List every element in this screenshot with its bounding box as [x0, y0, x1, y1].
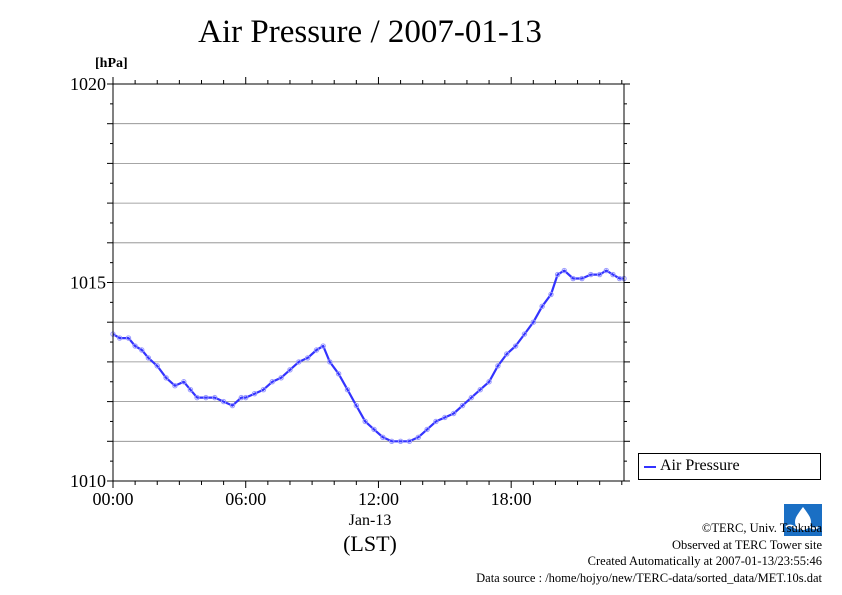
data-point: [468, 394, 475, 401]
y-tick-label: 1020: [70, 74, 106, 94]
data-point: [397, 438, 404, 444]
data-point: [579, 275, 585, 282]
x-tick-label: 06:00: [225, 489, 267, 509]
data-point: [406, 438, 413, 444]
data-point: [278, 375, 284, 381]
series-air-pressure: [110, 267, 627, 444]
data-point: [344, 386, 351, 393]
data-point: [570, 275, 576, 282]
data-point: [327, 359, 333, 365]
data-point: [139, 347, 145, 353]
data-point: [433, 418, 439, 425]
credits: ©TERC, Univ. Tsukuba Observed at TERC To…: [476, 520, 822, 586]
data-point: [424, 426, 430, 433]
x-tick-label: 00:00: [92, 489, 134, 509]
data-point: [125, 335, 132, 341]
credit-source: Data source : /home/hojyo/new/TERC-data/…: [476, 570, 822, 585]
y-tick-label: 1010: [70, 471, 106, 491]
data-point: [187, 386, 194, 393]
data-point: [251, 390, 258, 397]
data-point: [486, 379, 492, 385]
credit-site: Observed at TERC Tower site: [671, 537, 822, 552]
data-point: [530, 319, 537, 325]
y-tick-labels: 1010 1015 1020: [70, 74, 106, 491]
terc-logo-icon: [784, 504, 822, 536]
data-point: [287, 367, 293, 373]
data-point: [362, 418, 368, 425]
data-point: [145, 355, 152, 361]
series-line: [112, 269, 624, 443]
legend: Air Pressure: [638, 453, 821, 480]
data-point: [296, 359, 302, 365]
axis-ticks: [107, 77, 630, 488]
data-point: [243, 394, 249, 401]
data-point: [212, 394, 218, 401]
legend-swatch: [644, 466, 656, 468]
legend-label: Air Pressure: [660, 457, 740, 474]
data-point: [588, 271, 594, 278]
y-tick-label: 1015: [70, 273, 106, 293]
x-axis-date: Jan-13: [348, 512, 392, 529]
data-point: [450, 410, 457, 417]
data-point: [521, 331, 528, 337]
data-point: [172, 383, 178, 389]
data-point: [260, 386, 267, 393]
data-point: [504, 351, 510, 357]
plot-frame: [112, 83, 625, 482]
data-point: [495, 363, 501, 369]
data-point: [269, 379, 275, 385]
data-point: [371, 426, 377, 433]
data-point: [353, 402, 360, 409]
data-point: [313, 347, 320, 353]
data-point: [459, 402, 466, 409]
grid-lines: [113, 123, 624, 442]
data-point: [561, 267, 567, 274]
data-point: [415, 434, 421, 441]
y-axis-unit: [hPa]: [95, 56, 128, 71]
data-point: [229, 402, 236, 409]
data-point: [512, 343, 519, 349]
data-point: [194, 394, 200, 401]
data-point: [163, 375, 169, 381]
x-tick-label: 12:00: [357, 489, 399, 509]
data-point: [477, 386, 483, 393]
credit-copyright: ©TERC, Univ. Tsukuba: [701, 521, 822, 535]
credit-created: Created Automatically at 2007-01-13/23:5…: [587, 554, 822, 568]
data-point: [389, 438, 395, 444]
data-point: [154, 363, 160, 369]
data-point: [181, 379, 187, 385]
data-point: [554, 271, 561, 278]
chart-title: Air Pressure / 2007-01-13: [198, 14, 542, 50]
data-point: [304, 355, 311, 361]
data-point: [380, 434, 386, 441]
data-point: [132, 343, 138, 349]
data-point: [539, 303, 545, 310]
x-axis-label: (LST): [343, 531, 397, 556]
data-point: [596, 271, 603, 278]
data-point: [335, 371, 342, 377]
data-point: [442, 414, 448, 421]
data-point: [610, 271, 616, 278]
data-point: [203, 394, 209, 401]
data-point: [548, 291, 554, 298]
data-point: [603, 267, 610, 274]
x-tick-label: 18:00: [490, 489, 532, 509]
data-point: [320, 343, 326, 349]
data-point: [220, 398, 227, 405]
data-point: [116, 335, 123, 341]
